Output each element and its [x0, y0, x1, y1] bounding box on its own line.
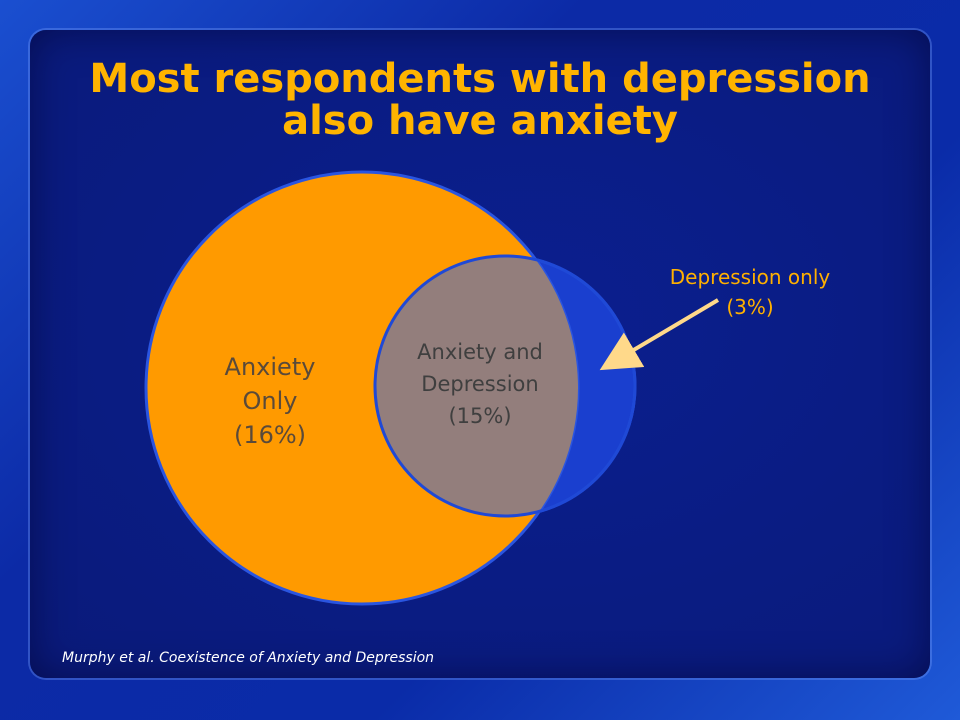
source-citation: Murphy et al. Coexistence of Anxiety and…: [62, 650, 435, 666]
depression-only-arrow: [599, 298, 720, 371]
overlap-line-1: Anxiety and: [417, 340, 543, 364]
depression-outline: [373, 254, 637, 518]
anxiety-only-line-2: Only: [242, 387, 298, 415]
title-line-2: also have anxiety: [282, 98, 678, 144]
anxiety-only-value: (16%): [233, 421, 307, 449]
overlap-line-2: Depression: [421, 372, 539, 396]
depression-only-label: Depression only (3%): [640, 262, 860, 322]
slide-title: Most respondents with depression also ha…: [30, 58, 930, 142]
title-line-1: Most respondents with depression: [89, 56, 871, 102]
overlap-label: Anxiety and Depression (15%): [385, 336, 575, 432]
overlap-value: (15%): [448, 404, 512, 428]
anxiety-only-label: Anxiety Only (16%): [190, 350, 350, 452]
depression-only-line-1: Depression only: [669, 265, 831, 289]
anxiety-only-line-1: Anxiety: [224, 353, 316, 381]
depression-only-value: (3%): [726, 295, 774, 319]
